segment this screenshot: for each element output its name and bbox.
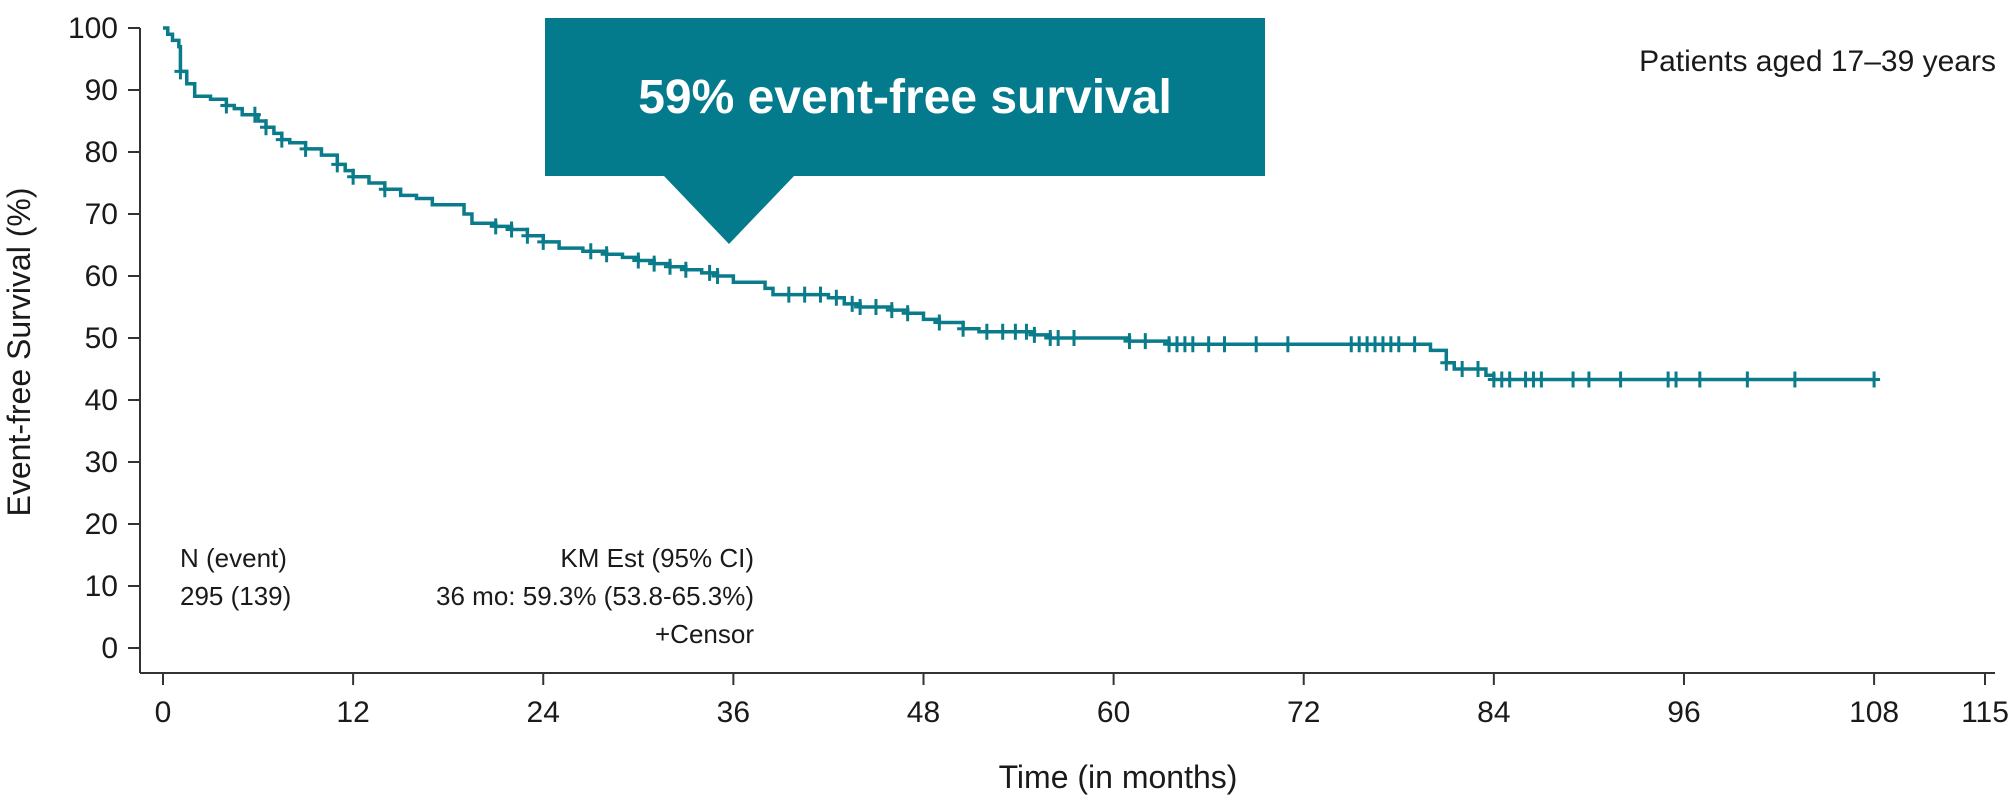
censor-mark	[505, 221, 518, 238]
censor-mark	[632, 252, 645, 269]
censor-mark	[1440, 354, 1453, 371]
censor-mark	[663, 258, 676, 275]
censor-mark	[1218, 336, 1231, 353]
censor-legend: +Censor	[655, 619, 754, 649]
censor-mark	[1281, 336, 1294, 353]
censor-mark	[798, 286, 811, 303]
x-tick-label: 108	[1849, 696, 1899, 729]
censor-mark	[1068, 330, 1080, 346]
censor-mark	[1202, 336, 1215, 353]
censor-mark	[854, 299, 867, 315]
censor-mark	[1408, 336, 1421, 353]
y-tick-label: 50	[85, 322, 118, 355]
censor-mark	[1582, 371, 1595, 388]
y-axis-title: Event-free Survival (%)	[1, 188, 37, 517]
censor-mark	[1250, 336, 1263, 353]
x-tick-label: 0	[155, 696, 172, 729]
censor-mark	[299, 140, 312, 157]
censor-mark	[1741, 371, 1754, 388]
y-tick-label: 20	[85, 508, 118, 541]
censor-mark	[259, 119, 272, 136]
n-event-value: 295 (139)	[180, 581, 291, 611]
x-tick-label: 72	[1287, 696, 1320, 729]
censor-mark	[174, 63, 187, 80]
censor-mark	[703, 264, 716, 281]
y-tick-label: 70	[85, 198, 118, 231]
censor-mark	[957, 320, 970, 337]
x-axis-ticks: 0 12 24 36 48 60 72 84 96 108 115	[155, 673, 2008, 729]
x-tick-label: 12	[336, 696, 369, 729]
censor-mark	[1614, 371, 1627, 388]
censor-mark	[679, 261, 692, 278]
x-tick-label: 48	[907, 696, 940, 729]
censor-mark	[814, 286, 827, 303]
km-est-header: KM Est (95% CI)	[560, 543, 754, 573]
y-tick-label: 10	[85, 570, 118, 603]
censor-mark	[1456, 361, 1469, 377]
censor-mark	[600, 246, 613, 263]
y-tick-label: 30	[85, 446, 118, 479]
censor-mark	[933, 314, 946, 331]
censor-mark	[489, 218, 502, 235]
censor-mark	[1503, 371, 1516, 388]
censor-mark	[996, 323, 1009, 340]
censor-mark	[1123, 333, 1136, 350]
km-est-value: 36 mo: 59.3% (53.8-65.3%)	[436, 581, 754, 611]
censor-mark	[1392, 336, 1405, 353]
censor-mark	[782, 286, 795, 303]
x-tick-label: 60	[1097, 696, 1130, 729]
censor-mark	[980, 323, 993, 340]
y-tick-label: 100	[68, 12, 118, 45]
censor-mark	[711, 268, 724, 284]
censor-mark	[830, 289, 843, 306]
x-tick-label: 36	[717, 696, 750, 729]
censor-mark	[331, 156, 344, 173]
callout-box: 59% event-free survival	[545, 18, 1265, 244]
censor-marks	[174, 63, 1881, 388]
censor-mark	[869, 299, 882, 315]
censor-mark	[1028, 326, 1041, 343]
censor-mark	[1020, 323, 1033, 340]
y-tick-label: 40	[85, 384, 118, 417]
censor-mark	[1186, 336, 1199, 353]
censor-mark	[584, 243, 597, 260]
censor-mark	[885, 302, 898, 319]
censor-mark	[521, 227, 534, 244]
censor-mark	[1788, 371, 1801, 388]
n-event-header: N (event)	[180, 543, 287, 573]
callout-text: 59% event-free survival	[638, 71, 1172, 124]
censor-mark	[1693, 371, 1706, 388]
x-tick-label: 84	[1477, 696, 1510, 729]
x-tick-label: 24	[527, 696, 560, 729]
censor-mark	[537, 233, 550, 250]
censor-mark	[1139, 333, 1152, 350]
y-tick-label: 80	[85, 136, 118, 169]
censor-mark	[248, 106, 261, 123]
callout-shape	[545, 18, 1265, 244]
censor-mark	[1009, 323, 1022, 340]
censor-mark	[1868, 371, 1881, 388]
y-tick-label: 90	[85, 74, 118, 107]
censor-mark	[901, 305, 914, 322]
censor-mark	[1567, 371, 1580, 388]
censor-mark	[1670, 371, 1683, 388]
x-tick-label: 115	[1961, 696, 2008, 729]
censor-mark	[347, 168, 360, 185]
censor-mark	[378, 181, 391, 198]
censor-mark	[846, 295, 859, 312]
subtitle: Patients aged 17–39 years	[1639, 45, 1996, 78]
y-axis-ticks: 0 10 20 30 40 50 60 70 80 90 100	[68, 12, 140, 665]
censor-mark	[220, 97, 233, 114]
censor-mark	[1535, 371, 1548, 388]
censor-mark	[1472, 361, 1485, 377]
censor-mark	[648, 255, 661, 272]
x-axis-title: Time (in months)	[999, 759, 1238, 795]
y-tick-label: 0	[101, 632, 118, 665]
x-tick-label: 96	[1667, 696, 1700, 729]
censor-mark	[275, 131, 288, 148]
censor-mark	[1052, 330, 1065, 346]
y-tick-label: 60	[85, 260, 118, 293]
